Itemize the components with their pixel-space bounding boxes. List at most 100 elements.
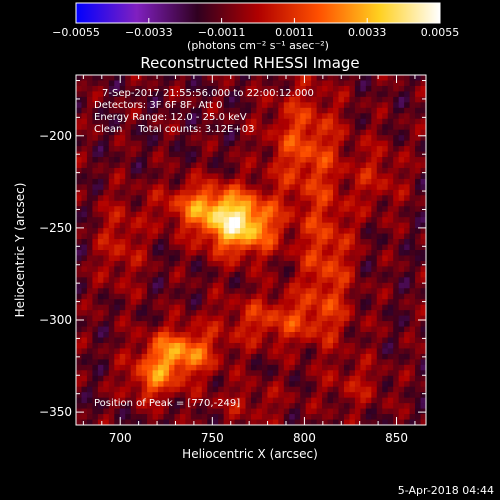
- heatmap-cell: [338, 348, 345, 355]
- heatmap-cell: [420, 359, 427, 366]
- heatmap-cell: [136, 337, 142, 344]
- heatmap-cell: [322, 118, 328, 125]
- heatmap-cell: [256, 96, 263, 103]
- heatmap-cell: [114, 102, 121, 109]
- heatmap-cell: [300, 359, 307, 366]
- heatmap-cell: [234, 146, 241, 152]
- heatmap-cell: [179, 353, 186, 360]
- heatmap-cell: [322, 260, 328, 267]
- heatmap-cell: [300, 397, 307, 404]
- heatmap-cell: [108, 96, 115, 103]
- heatmap-cell: [130, 381, 137, 388]
- heatmap-cell: [349, 250, 356, 256]
- heatmap-cell: [256, 375, 263, 382]
- heatmap-cell: [393, 397, 400, 404]
- heatmap-cell: [256, 392, 263, 399]
- heatmap-cell: [376, 403, 383, 409]
- heatmap-cell: [196, 244, 203, 251]
- heatmap-cell: [294, 162, 301, 169]
- heatmap-cell: [261, 206, 268, 213]
- heatmap-cell: [152, 255, 159, 262]
- heatmap-cell: [212, 408, 219, 415]
- heatmap-cell: [136, 118, 142, 125]
- heatmap-cell: [376, 195, 383, 202]
- heatmap-cell: [398, 184, 405, 191]
- heatmap-cell: [229, 419, 235, 426]
- heatmap-cell: [294, 222, 301, 229]
- heatmap-cell: [229, 337, 235, 344]
- heatmap-cell: [283, 288, 290, 295]
- heatmap-cell: [283, 217, 290, 224]
- heatmap-cell: [338, 184, 345, 191]
- heatmap-cell: [86, 310, 93, 316]
- heatmap-cell: [103, 310, 110, 316]
- heatmap-cell: [223, 337, 230, 344]
- heatmap-cell: [261, 403, 268, 409]
- heatmap-cell: [141, 419, 148, 426]
- heatmap-cell: [114, 211, 121, 218]
- heatmap-cell: [256, 102, 263, 109]
- heatmap-cell: [267, 386, 274, 393]
- heatmap-cell: [152, 386, 159, 393]
- heatmap-cell: [185, 277, 192, 284]
- heatmap-cell: [108, 364, 115, 371]
- heatmap-cell: [261, 173, 268, 180]
- heatmap-cell: [322, 392, 328, 399]
- heatmap-cell: [267, 113, 274, 120]
- heatmap-cell: [393, 91, 400, 98]
- heatmap-cell: [404, 403, 410, 409]
- heatmap-cell: [404, 222, 410, 229]
- heatmap-cell: [119, 118, 126, 125]
- heatmap-cell: [354, 255, 361, 262]
- heatmap-cell: [393, 315, 400, 322]
- heatmap-cell: [409, 162, 416, 169]
- heatmap-cell: [207, 266, 214, 273]
- heatmap-cell: [130, 250, 137, 256]
- heatmap-cell: [97, 315, 104, 322]
- heatmap-cell: [398, 75, 405, 81]
- heatmap-cell: [141, 304, 148, 311]
- heatmap-cell: [322, 162, 328, 169]
- heatmap-cell: [196, 75, 203, 81]
- heatmap-cell: [130, 233, 137, 240]
- heatmap-cell: [207, 118, 214, 125]
- heatmap-cell: [125, 353, 132, 360]
- x-tick-label: 700: [109, 431, 132, 445]
- heatmap-cell: [152, 414, 159, 420]
- heatmap-cell: [256, 228, 263, 234]
- heatmap-cell: [415, 146, 421, 152]
- heatmap-cell: [327, 299, 334, 306]
- heatmap-cell: [81, 206, 88, 213]
- heatmap-cell: [185, 353, 192, 360]
- heatmap-cell: [147, 381, 153, 388]
- heatmap-cell: [141, 364, 148, 371]
- heatmap-cell: [267, 195, 274, 202]
- heatmap-cell: [283, 162, 290, 169]
- heatmap-cell: [174, 392, 181, 399]
- heatmap-cell: [360, 375, 367, 382]
- heatmap-cell: [327, 304, 334, 311]
- heatmap-cell: [92, 200, 99, 207]
- heatmap-cell: [81, 250, 88, 256]
- heatmap-cell: [212, 75, 219, 81]
- heatmap-cell: [256, 370, 263, 377]
- heatmap-cell: [261, 222, 268, 229]
- heatmap-cell: [387, 381, 394, 388]
- heatmap-cell: [343, 107, 350, 114]
- heatmap-cell: [81, 321, 88, 327]
- heatmap-cell: [212, 217, 219, 224]
- heatmap-cell: [251, 146, 257, 152]
- heatmap-cell: [294, 315, 301, 322]
- heatmap-cell: [196, 414, 203, 420]
- heatmap-cell: [81, 239, 88, 245]
- heatmap-cell: [327, 364, 334, 371]
- heatmap-cell: [130, 239, 137, 245]
- heatmap-cell: [136, 233, 142, 240]
- heatmap-cell: [108, 375, 115, 382]
- heatmap-cell: [163, 80, 170, 87]
- heatmap-cell: [294, 91, 301, 98]
- heatmap-cell: [125, 348, 132, 355]
- heatmap-cell: [103, 250, 110, 256]
- heatmap-cell: [338, 146, 345, 152]
- heatmap-cell: [234, 85, 241, 92]
